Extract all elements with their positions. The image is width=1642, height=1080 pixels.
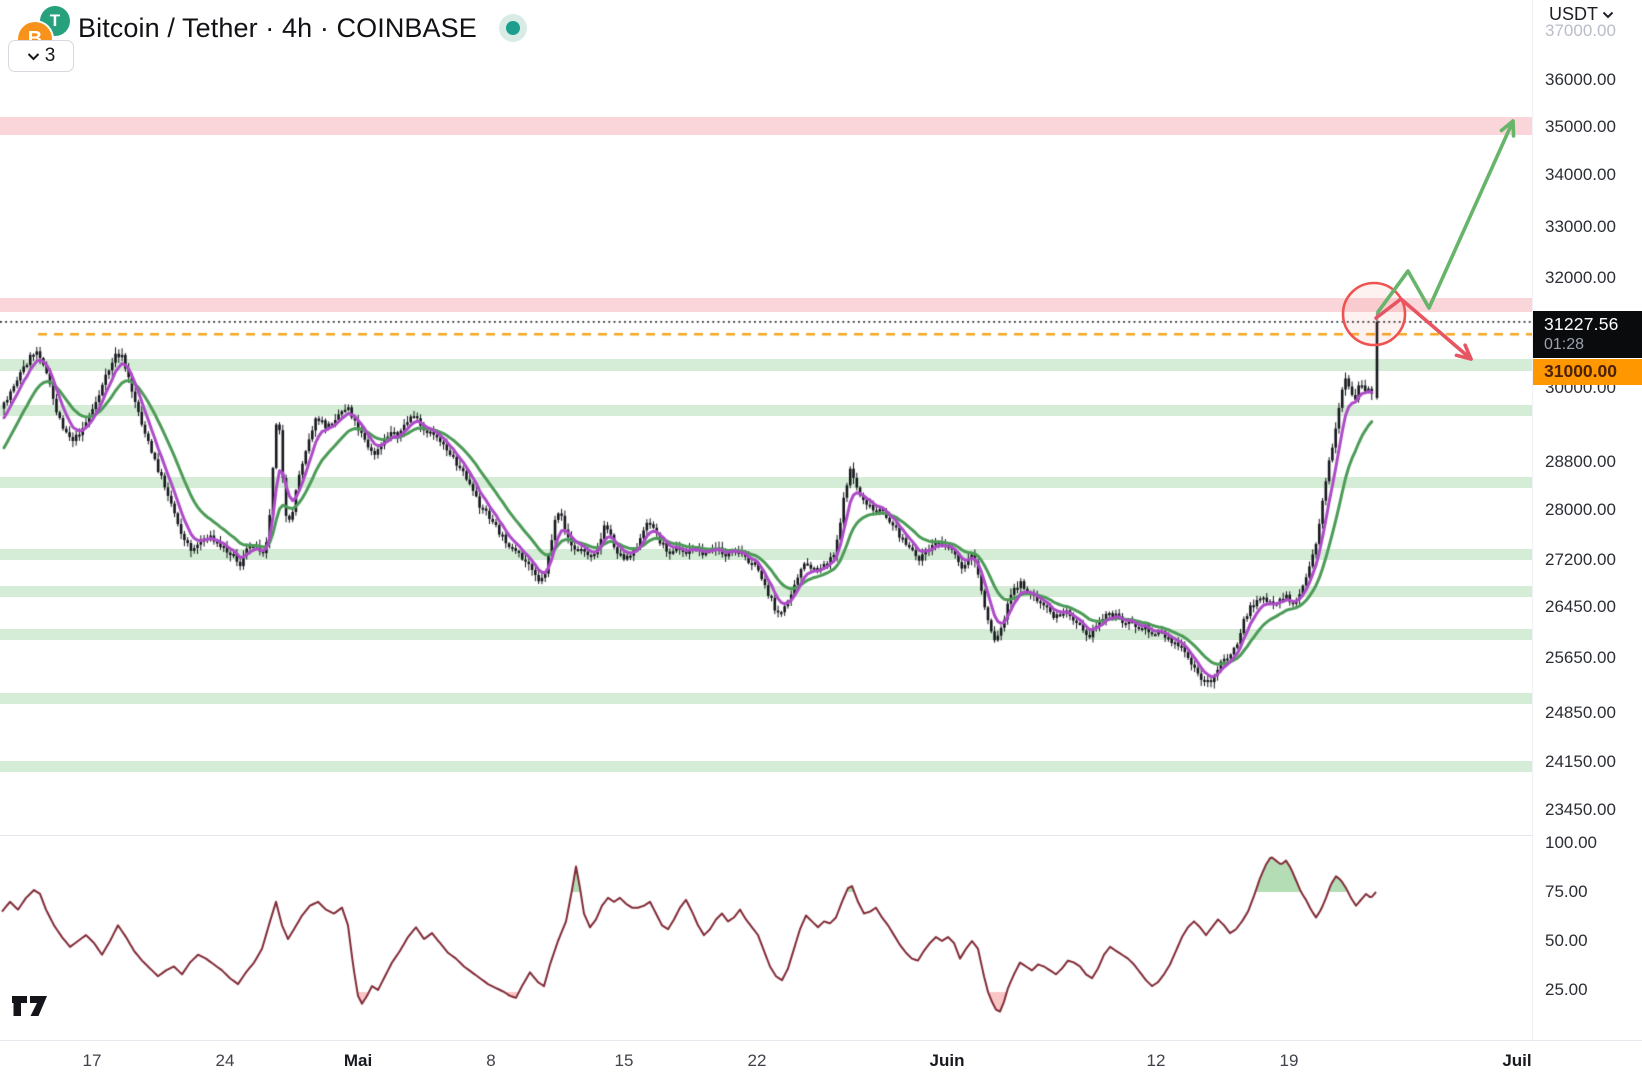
tradingview-logo[interactable] [10, 990, 50, 1022]
unit-label: USDT [1549, 4, 1598, 24]
time-axis-label: Juin [929, 1051, 965, 1070]
symbol-header[interactable]: T B Bitcoin / Tether · 4h · COINBASE [10, 0, 527, 56]
price-axis-label: 23450.00 [1545, 800, 1616, 819]
price-chart-canvas[interactable] [0, 0, 1532, 835]
indicator-axis-label: 25.00 [1545, 980, 1588, 999]
down-arrow-drawing[interactable] [1374, 297, 1473, 361]
time-axis-label: 19 [1279, 1051, 1299, 1070]
price-axis-label: 24850.00 [1545, 703, 1616, 722]
indicator-count-label: 3 [44, 45, 56, 66]
indicator-canvas[interactable] [0, 836, 1532, 1040]
price-axis-label: 24150.00 [1545, 752, 1616, 771]
price-axis-label: 37000.00 [1545, 21, 1616, 40]
time-axis[interactable]: 17 24 Mai 8 15 22 Juin 12 19 Juil [0, 1040, 1642, 1080]
price-axis-label: 32000.00 [1545, 268, 1616, 287]
price-axis-label: 28800.00 [1545, 452, 1616, 471]
up-arrow-drawing[interactable] [1376, 119, 1516, 314]
price-axis[interactable]: USDT 37000.00 36000.00 35000.00 34000.00 330… [1532, 0, 1642, 1080]
current-price-badge: 31227.56 01:28 [1533, 311, 1642, 358]
pane-separator[interactable] [0, 835, 1642, 836]
time-axis-label: 8 [486, 1051, 496, 1070]
time-axis-label: Mai [343, 1051, 373, 1070]
time-axis-label: Juil [1502, 1051, 1532, 1070]
price-axis-label: 33000.00 [1545, 217, 1616, 236]
circle-drawing[interactable] [1341, 281, 1407, 347]
indicator-axis-label: 75.00 [1545, 882, 1588, 901]
time-axis-label: 17 [82, 1051, 102, 1070]
unit-selector[interactable]: USDT [1549, 4, 1614, 25]
chevron-down-icon [27, 52, 39, 60]
price-axis-label: 26450.00 [1545, 597, 1616, 616]
indicator-axis-label: 100.00 [1545, 833, 1597, 852]
price-axis-label: 25650.00 [1545, 648, 1616, 667]
price-axis-label: 36000.00 [1545, 70, 1616, 89]
price-axis-label: 27200.00 [1545, 550, 1616, 569]
price-pane[interactable] [0, 0, 1532, 835]
indicator-count-button[interactable]: 3 [8, 40, 74, 72]
time-axis-label: 22 [747, 1051, 767, 1070]
price-axis-label: 35000.00 [1545, 117, 1616, 136]
market-status-icon[interactable] [498, 14, 527, 42]
bar-countdown: 01:28 [1544, 336, 1585, 353]
indicator-axis-label: 50.00 [1545, 931, 1588, 950]
drawing-annotations [1341, 119, 1516, 361]
symbol-title[interactable]: Bitcoin / Tether · 4h · COINBASE [78, 12, 477, 43]
indicator-pane[interactable] [0, 836, 1532, 1040]
current-price-value: 31227.56 [1544, 314, 1619, 334]
time-axis-label: 15 [614, 1051, 634, 1070]
price-axis-label: 34000.00 [1545, 165, 1616, 184]
time-axis-label: 12 [1146, 1051, 1166, 1070]
time-axis-label: 24 [215, 1051, 235, 1070]
level-price-badge: 31000.00 [1533, 359, 1642, 385]
chevron-down-icon [1602, 11, 1614, 18]
price-axis-label: 28000.00 [1545, 500, 1616, 519]
